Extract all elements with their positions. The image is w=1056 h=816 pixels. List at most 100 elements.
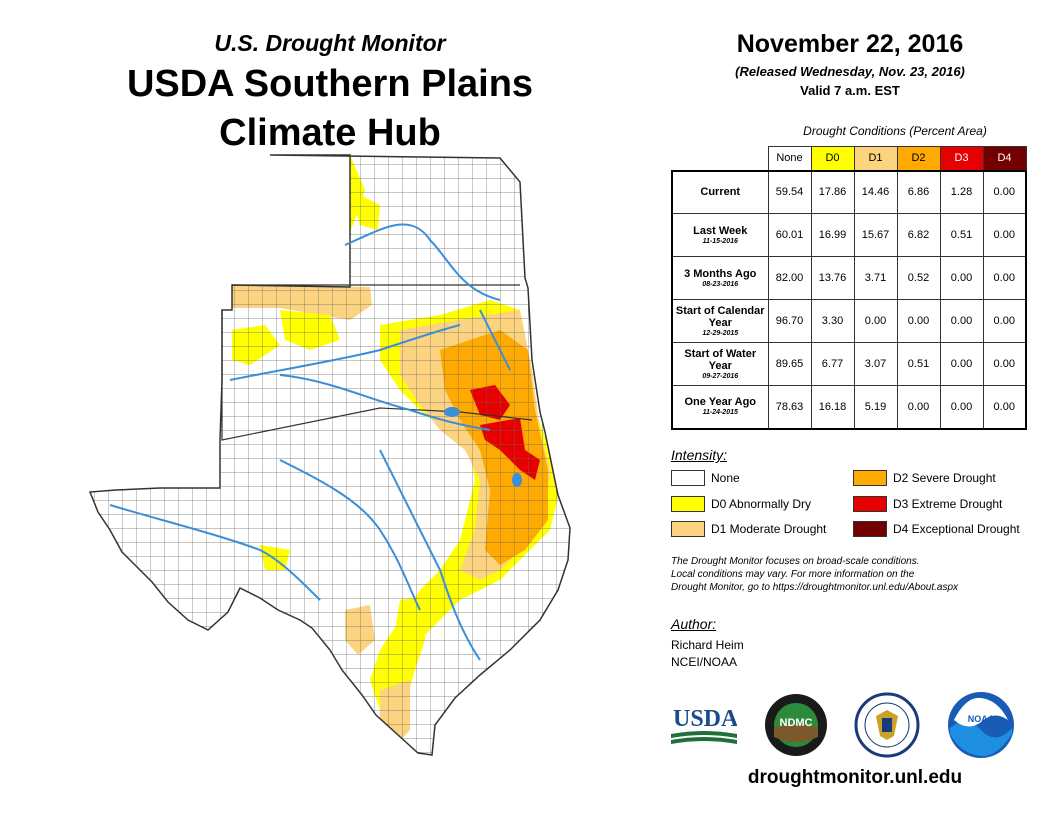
table-cell: 0.00: [982, 299, 1027, 343]
title-block: U.S. Drought Monitor USDA Southern Plain…: [60, 30, 600, 155]
table-cell: 0.00: [982, 385, 1027, 430]
table-cell: 14.46: [853, 169, 898, 214]
row-label-date: 11-15-2016: [702, 237, 738, 245]
usda-logo: USDA: [671, 706, 737, 744]
table-cell: 0.00: [982, 169, 1027, 214]
table-cell: 0.00: [982, 256, 1027, 300]
note-line-3: Drought Monitor, go to https://droughtmo…: [671, 582, 959, 593]
table-header-row: None D0 D1 D2 D3 D4: [672, 146, 1027, 171]
table-cell: 3.07: [853, 342, 898, 386]
map-date: November 22, 2016: [736, 30, 964, 58]
author-label: Author:: [671, 616, 717, 632]
table-cell: 16.18: [810, 385, 855, 430]
legend-label: D3 Extreme Drought: [893, 497, 1003, 511]
intensity-title: Intensity:: [671, 447, 728, 463]
legend-label: D2 Severe Drought: [893, 471, 996, 485]
row-label-text: Current: [700, 186, 741, 199]
author-org: NCEI/NOAA: [671, 655, 738, 669]
legend-item: D2 Severe Drought: [853, 470, 996, 486]
table-cell: 0.00: [939, 385, 984, 430]
table-cell: 13.76: [810, 256, 855, 300]
row-label-date: 12-29-2015: [702, 329, 739, 337]
noaa-logo-text: NOAA: [968, 714, 995, 724]
ndmc-logo-text: NDMC: [780, 717, 813, 729]
table-cell: 0.00: [853, 299, 898, 343]
noaa-logo: NOAA: [948, 692, 1014, 758]
table-cell: 6.77: [810, 342, 855, 386]
table-cell: 60.01: [767, 213, 812, 257]
column-header-d1: D1: [853, 146, 898, 171]
table-cell: 0.00: [896, 299, 941, 343]
author-name: Richard Heim: [671, 638, 744, 652]
table-cell: 3.30: [810, 299, 855, 343]
row-label-date: 11-24-2015: [702, 409, 738, 417]
table-row: 3 Months Ago 08-23-2016 82.00 13.76 3.71 0.52…: [671, 256, 1027, 300]
table-row: Start of Calendar Year 12-29-2015 96.70 3.3…: [671, 299, 1027, 343]
map-subtitle: U.S. Drought Monitor: [214, 30, 446, 56]
commerce-seal: [854, 692, 920, 758]
table-body: Current 59.54 17.86 14.46 6.86 1.28 0.00 Last W…: [671, 169, 1027, 430]
column-header-d2: D2: [896, 146, 941, 171]
table-cell: 5.19: [853, 385, 898, 430]
ndmc-logo: NDMC: [765, 694, 827, 756]
row-label-text: 3 Months Ago: [684, 267, 757, 280]
legend-swatch: [671, 496, 705, 512]
table-cell: 3.71: [853, 256, 898, 300]
legend-label: None: [711, 471, 740, 485]
column-header-none: None: [767, 146, 812, 171]
table-cell: 82.00: [767, 256, 812, 300]
legend-item: D3 Extreme Drought: [853, 496, 1002, 512]
drought-conditions-table: None D0 D1 D2 D3 D4 Current 59.54 17.86 14.46 6.8…: [671, 146, 1027, 430]
table-cell: 6.82: [896, 213, 941, 257]
logos-row: USDA NDMC NOAA: [671, 690, 1041, 760]
table-cell: 16.99: [810, 213, 855, 257]
table-cell: 0.00: [896, 385, 941, 430]
legend-label: D1 Moderate Drought: [711, 522, 827, 536]
table-cell: 0.51: [939, 213, 984, 257]
drought-map: [80, 150, 600, 770]
row-label: Start of Water Year 09-27-2016: [671, 342, 769, 386]
conditions-title: Drought Conditions (Percent Area): [803, 124, 987, 138]
legend-item: D4 Exceptional Drought: [853, 521, 1020, 537]
table-cell: 15.67: [853, 213, 898, 257]
table-cell: 78.63: [767, 385, 812, 430]
table-cell: 1.28: [939, 169, 984, 214]
row-label-text: Start of Calendar Year: [675, 304, 765, 329]
table-cell: 6.86: [896, 169, 941, 214]
table-cell: 0.51: [896, 342, 941, 386]
column-header-d0: D0: [810, 146, 855, 171]
table-cell: 0.00: [939, 342, 984, 386]
legend-item: D1 Moderate Drought: [671, 521, 826, 537]
table-cell: 96.70: [767, 299, 812, 343]
table-cell: 59.54: [767, 169, 812, 214]
right-panel: November 22, 2016 (Released Wednesday, N…: [660, 30, 1040, 98]
row-label-date: 08-23-2016: [702, 280, 739, 288]
table-cell: 17.86: [810, 169, 855, 214]
table-cell: 0.00: [982, 213, 1027, 257]
table-row: One Year Ago 11-24-2015 78.63 16.18 5.19 0.00…: [671, 385, 1027, 430]
table-cell: 0.00: [939, 299, 984, 343]
note-line-2: Local conditions may vary. For more info…: [671, 569, 915, 580]
row-label: 3 Months Ago 08-23-2016: [671, 256, 769, 300]
row-label: Last Week 11-15-2016: [671, 213, 769, 257]
usda-logo-text: USDA: [673, 706, 737, 732]
legend-swatch: [853, 521, 887, 537]
table-cell: 0.52: [896, 256, 941, 300]
legend-swatch: [853, 470, 887, 486]
table-cell: 0.00: [939, 256, 984, 300]
row-label: Start of Calendar Year 12-29-2015: [671, 299, 769, 343]
release-date: (Released Wednesday, Nov. 23, 2016): [735, 64, 965, 79]
legend-swatch: [853, 496, 887, 512]
row-label-text: Last Week: [693, 224, 748, 237]
table-row: Start of Water Year 09-27-2016 89.65 6.77 3.…: [671, 342, 1027, 386]
row-label-text: Start of Water Year: [684, 347, 757, 372]
table-corner: [672, 147, 768, 171]
table-row: Current 59.54 17.86 14.46 6.86 1.28 0.00: [671, 169, 1027, 214]
legend-item: D0 Abnormally Dry: [671, 496, 811, 512]
table-row: Last Week 11-15-2016 60.01 16.99 15.67 6.82 0.…: [671, 213, 1027, 257]
legend-swatch: [671, 521, 705, 537]
column-header-d3: D3: [939, 146, 984, 171]
note-line-1: The Drought Monitor focuses on broad-sca…: [671, 556, 920, 567]
row-label: Current: [671, 169, 769, 214]
legend-swatch: [671, 470, 705, 486]
